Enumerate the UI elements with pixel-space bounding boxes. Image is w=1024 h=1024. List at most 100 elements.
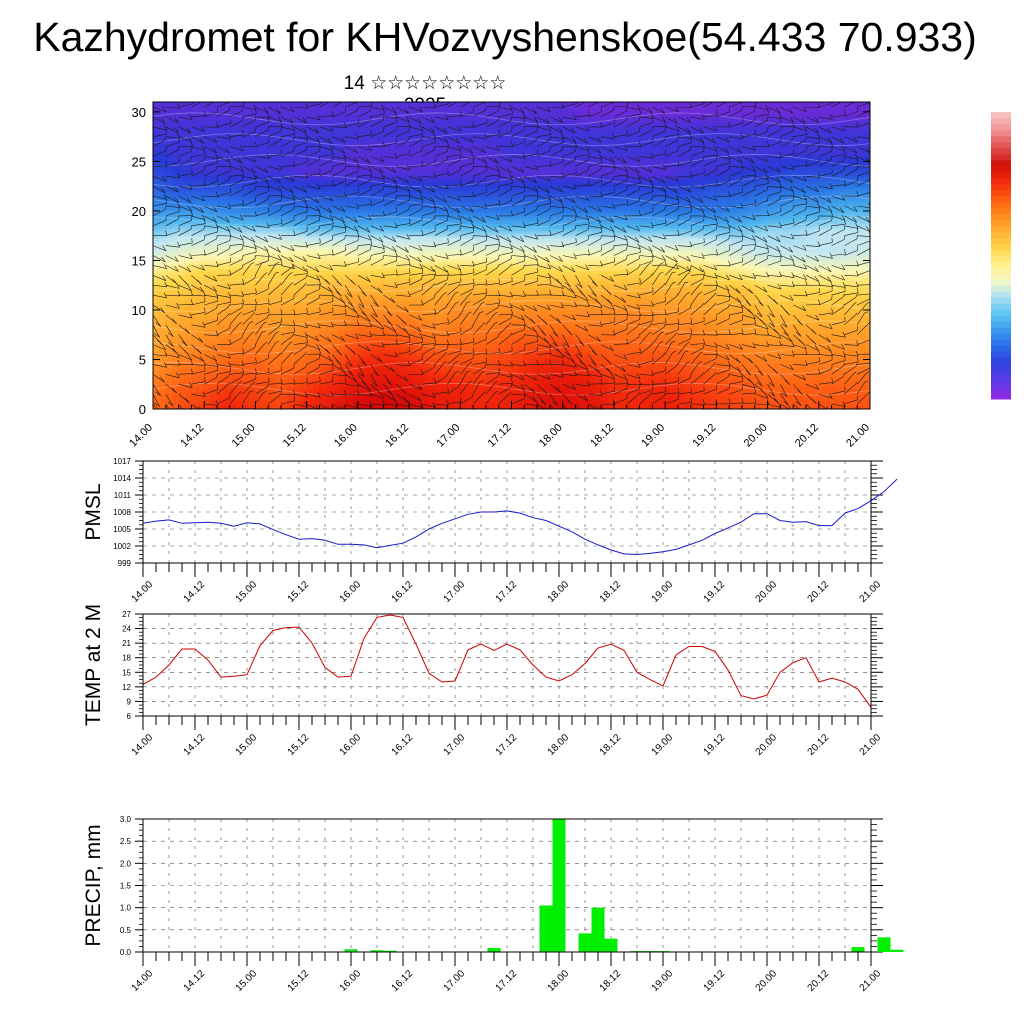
heatmap-cell (549, 379, 557, 383)
heatmap-cell (370, 337, 378, 341)
heatmap-cell (274, 394, 282, 398)
heatmap-cell (505, 369, 513, 373)
heatmap-cell (268, 344, 276, 348)
heatmap-cell (556, 314, 564, 318)
heatmap-cell (562, 376, 570, 380)
heatmap-cell (293, 314, 301, 318)
heatmap-cell (671, 347, 679, 351)
heatmap-cell (524, 364, 532, 368)
heatmap-cell (287, 401, 295, 405)
heatmap-cell (575, 342, 583, 346)
heatmap-cell (761, 310, 769, 314)
heatmap-cell (210, 359, 218, 363)
heatmap-cell (325, 384, 333, 388)
heatmap-cell (850, 376, 858, 380)
heatmap-cell (453, 404, 461, 408)
heatmap-cell (562, 371, 570, 375)
heatmap-cell (761, 394, 769, 398)
heatmap-cell (774, 339, 781, 343)
heatmap-cell (652, 317, 660, 321)
heatmap-cell (588, 362, 596, 366)
heatmap-cell (357, 386, 365, 390)
heatmap-cell (575, 396, 583, 400)
heatmap-cell (338, 302, 346, 306)
heatmap-cell (825, 349, 833, 353)
heatmap-cell (774, 379, 781, 383)
heatmap-cell (818, 317, 826, 321)
heatmap-cell (633, 305, 641, 309)
heatmap-cell (722, 314, 730, 318)
heatmap-cell (594, 319, 602, 323)
heatmap-cell (613, 404, 621, 408)
heatmap-cell (153, 391, 160, 395)
heatmap-cell (377, 406, 385, 409)
heatmap-cell (485, 384, 493, 388)
heatmap-cell (831, 379, 839, 383)
heatmap-cell (690, 352, 698, 356)
heatmap-cell (780, 371, 788, 375)
heatmap-cell (716, 327, 724, 331)
heatmap-cell (159, 406, 167, 409)
heatmap-cell (569, 324, 577, 328)
heatmap-cell (613, 371, 621, 375)
heatmap-cell (396, 399, 404, 403)
heatmap-cell (754, 302, 762, 306)
heatmap-cell (389, 334, 397, 338)
heatmap-cell (825, 337, 833, 341)
heatmap-cell (485, 391, 493, 395)
heatmap-cell (178, 374, 186, 378)
heatmap-cell (153, 322, 160, 326)
heatmap-cell (806, 324, 813, 328)
heatmap-cell (850, 307, 858, 311)
heatmap-cell (370, 342, 378, 346)
heatmap-cell (319, 389, 327, 393)
heatmap-cell (345, 314, 353, 318)
heatmap-cell (396, 359, 404, 363)
heatmap-cell (761, 332, 769, 336)
heatmap-cell (754, 322, 762, 326)
heatmap-cell (569, 342, 577, 346)
heatmap-cell (402, 334, 410, 338)
heatmap-cell (703, 317, 711, 321)
heatmap-cell (838, 389, 845, 393)
heatmap-cell (543, 364, 551, 368)
heatmap-cell (319, 349, 327, 353)
heatmap-cell (383, 396, 391, 400)
heatmap-cell (774, 314, 781, 318)
heatmap-cell (530, 379, 538, 383)
heatmap-cell (613, 310, 621, 314)
heatmap-cell (831, 359, 839, 363)
heatmap-cell (453, 401, 461, 405)
heatmap-cell (242, 342, 250, 346)
heatmap-cell (697, 357, 705, 361)
heatmap-cell (409, 332, 417, 336)
heatmap-cell (229, 352, 237, 356)
heatmap-cell (658, 324, 666, 328)
heatmap-cell (204, 334, 212, 338)
heatmap-cell (421, 384, 429, 388)
heatmap-cell (562, 337, 570, 341)
heatmap-cell (249, 396, 256, 400)
heatmap-cell (242, 384, 250, 388)
heatmap-cell (236, 334, 244, 338)
heatmap-cell (613, 347, 621, 351)
heatmap-cell (479, 364, 487, 368)
heatmap-cell (748, 312, 756, 316)
heatmap-cell (377, 314, 385, 318)
heatmap-cell (633, 399, 641, 403)
heatmap-cell (543, 317, 551, 321)
heatmap-cell (217, 327, 224, 331)
heatmap-cell (197, 327, 205, 331)
heatmap-cell (306, 349, 314, 353)
heatmap-cell (191, 352, 199, 356)
heatmap-cell (261, 339, 269, 343)
heatmap-cell (722, 404, 730, 408)
heatmap-cell (434, 389, 442, 393)
heatmap-cell (441, 366, 449, 370)
heatmap-cell (249, 334, 256, 338)
heatmap-cell (479, 319, 487, 323)
heatmap-cell (530, 319, 538, 323)
heatmap-cell (543, 384, 551, 388)
heatmap-cell (485, 389, 493, 393)
heatmap-cell (844, 364, 852, 368)
